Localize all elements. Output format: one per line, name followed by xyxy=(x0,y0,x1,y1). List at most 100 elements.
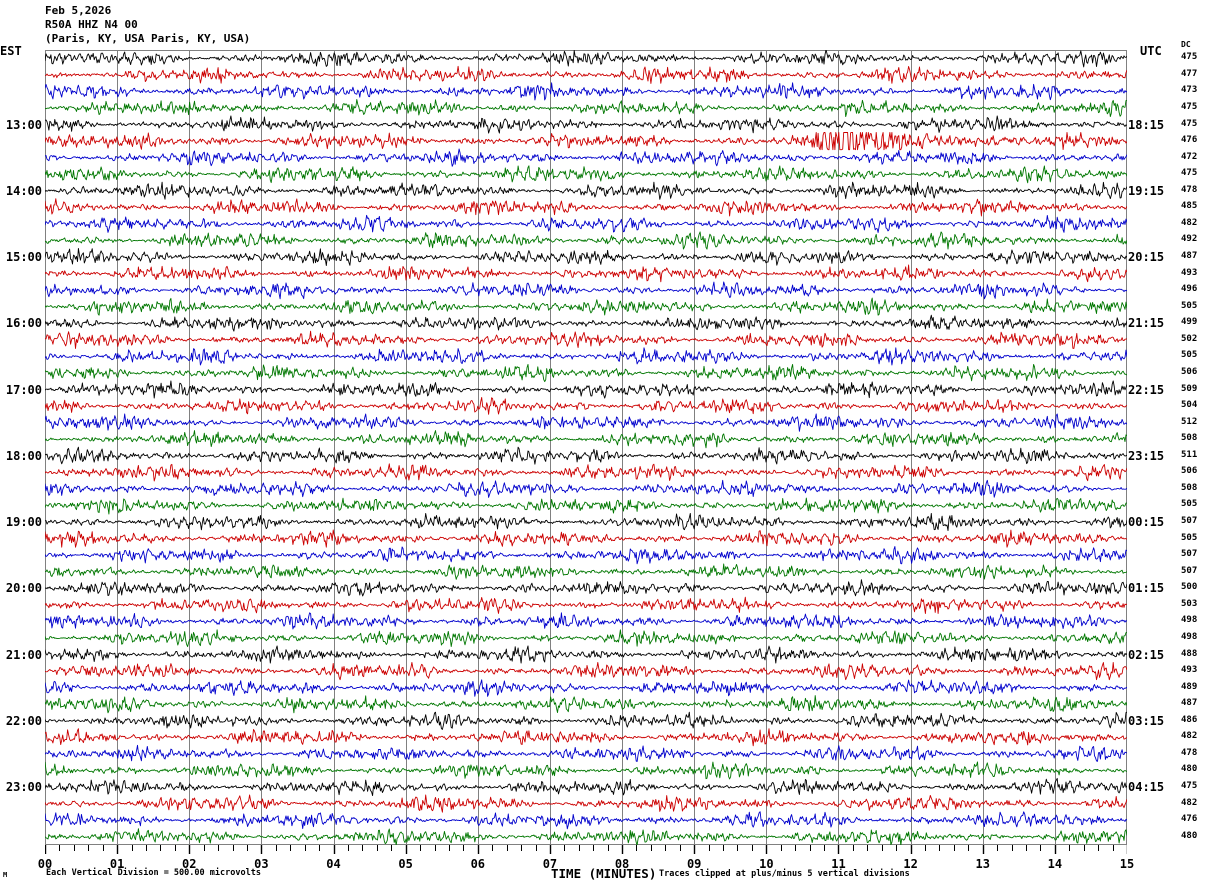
left-time-23-00: 23:00 xyxy=(5,780,42,795)
dc-value: 492 xyxy=(1181,234,1198,245)
dc-value: 480 xyxy=(1181,830,1198,841)
left-time-13-00: 13:00 xyxy=(5,117,42,132)
dc-value: 506 xyxy=(1181,366,1198,377)
seismogram-traces xyxy=(45,50,1127,845)
x-axis-ticks xyxy=(45,845,1127,854)
x-tick-label-08: 08 xyxy=(614,857,630,871)
dc-value: 486 xyxy=(1181,714,1198,725)
x-tick-label-07: 07 xyxy=(542,857,558,871)
left-time-15-00: 15:00 xyxy=(5,250,42,265)
dc-value: 507 xyxy=(1181,516,1198,527)
dc-value: 507 xyxy=(1181,565,1198,576)
dc-value: 476 xyxy=(1181,814,1198,825)
dc-value: 498 xyxy=(1181,615,1198,626)
dc-value: 503 xyxy=(1181,598,1198,609)
x-tick-label-05: 05 xyxy=(398,857,413,871)
x-tick-label-14: 14 xyxy=(1047,857,1063,871)
left-time-16-00: 16:00 xyxy=(5,316,42,331)
dc-value: 508 xyxy=(1181,433,1198,444)
x-tick-label-13: 13 xyxy=(975,857,990,871)
x-tick-label-01: 01 xyxy=(109,857,125,871)
dc-value: 485 xyxy=(1181,201,1198,212)
left-time-19-00: 19:00 xyxy=(5,515,42,530)
dc-value: 482 xyxy=(1181,797,1198,808)
dc-value: 475 xyxy=(1181,52,1198,63)
dc-value: 498 xyxy=(1181,631,1198,642)
clip-note: Traces clipped at plus/minus 5 vertical … xyxy=(659,869,910,879)
dc-value: 473 xyxy=(1181,85,1198,96)
dc-value: 480 xyxy=(1181,764,1198,775)
dc-value: 493 xyxy=(1181,665,1198,676)
corner-mark: M xyxy=(3,871,8,879)
right-time-19-15: 19:15 xyxy=(1128,183,1165,198)
dc-value: 505 xyxy=(1181,350,1198,361)
dc-value: 472 xyxy=(1181,151,1198,162)
right-time-01-15: 01:15 xyxy=(1128,581,1165,596)
right-time-23-15: 23:15 xyxy=(1128,448,1165,463)
dc-value: 493 xyxy=(1181,267,1198,278)
right-time-02-15: 02:15 xyxy=(1128,647,1165,662)
dc-value: 482 xyxy=(1181,731,1198,742)
dc-value: 475 xyxy=(1181,168,1198,179)
dc-value: 505 xyxy=(1181,532,1198,543)
dc-value: 504 xyxy=(1181,400,1198,411)
x-tick-label-15: 15 xyxy=(1119,857,1135,871)
dc-value: 489 xyxy=(1181,681,1198,692)
x-tick-label-03: 03 xyxy=(254,857,269,871)
x-tick-label-10: 10 xyxy=(759,857,774,871)
dc-value: 482 xyxy=(1181,217,1198,228)
left-time-20-00: 20:00 xyxy=(5,581,42,596)
header-block: Feb 5,2026 R50A HHZ N4 00 (Paris, KY, US… xyxy=(45,4,250,46)
header-station: R50A HHZ N4 00 xyxy=(45,18,138,31)
dc-value: 496 xyxy=(1181,284,1198,295)
x-axis-title: TIME (MINUTES) xyxy=(551,866,657,881)
dc-value: 505 xyxy=(1181,300,1198,311)
dc-value: 499 xyxy=(1181,317,1198,328)
dc-value: 478 xyxy=(1181,747,1198,758)
dc-value: 511 xyxy=(1181,449,1198,460)
right-time-22-15: 22:15 xyxy=(1128,382,1165,397)
header-date: Feb 5,2026 xyxy=(45,4,112,17)
x-tick-label-00: 00 xyxy=(37,857,53,871)
right-time-20-15: 20:15 xyxy=(1128,250,1165,265)
right-time-21-15: 21:15 xyxy=(1128,316,1165,331)
dc-value: 487 xyxy=(1181,698,1198,709)
dc-value: 477 xyxy=(1181,68,1198,79)
x-tick-label-04: 04 xyxy=(326,857,341,871)
x-tick-label-06: 06 xyxy=(470,857,486,871)
x-tick-label-02: 02 xyxy=(182,857,197,871)
dc-value: 475 xyxy=(1181,781,1198,792)
dc-value: 502 xyxy=(1181,333,1198,344)
dc-value: 488 xyxy=(1181,648,1198,659)
left-timezone-label: EST xyxy=(0,44,22,58)
dc-value: 478 xyxy=(1181,184,1198,195)
header-location: (Paris, KY, USA Paris, KY, USA) xyxy=(45,32,251,45)
left-time-14-00: 14:00 xyxy=(5,183,42,198)
left-time-21-00: 21:00 xyxy=(5,647,42,662)
x-tick-label-11: 11 xyxy=(831,857,846,871)
dc-value: 476 xyxy=(1181,135,1198,146)
x-tick-label-09: 09 xyxy=(686,857,702,871)
dc-value: 505 xyxy=(1181,499,1198,510)
dc-value: 475 xyxy=(1181,118,1198,129)
dc-value: 506 xyxy=(1181,466,1198,477)
dc-value: 475 xyxy=(1181,101,1198,112)
dc-value: 508 xyxy=(1181,482,1198,493)
right-time-00-15: 00:15 xyxy=(1128,515,1165,530)
dc-value: 487 xyxy=(1181,251,1198,262)
right-timezone-label: UTC xyxy=(1140,44,1162,58)
left-time-17-00: 17:00 xyxy=(5,382,42,397)
dc-value: 500 xyxy=(1181,582,1198,593)
dc-value: 509 xyxy=(1181,383,1198,394)
left-time-18-00: 18:00 xyxy=(5,448,42,463)
helicorder-plot[interactable] xyxy=(45,50,1127,845)
dc-value: 507 xyxy=(1181,549,1198,560)
dc-value: 512 xyxy=(1181,416,1198,427)
x-tick-label-12: 12 xyxy=(903,857,918,871)
scale-note: Each Vertical Division = 500.00 microvol… xyxy=(46,868,261,878)
right-time-03-15: 03:15 xyxy=(1128,713,1165,728)
right-time-18-15: 18:15 xyxy=(1128,117,1165,132)
left-time-22-00: 22:00 xyxy=(5,713,42,728)
right-time-04-15: 04:15 xyxy=(1128,780,1165,795)
dc-column-label: DC xyxy=(1181,40,1191,49)
